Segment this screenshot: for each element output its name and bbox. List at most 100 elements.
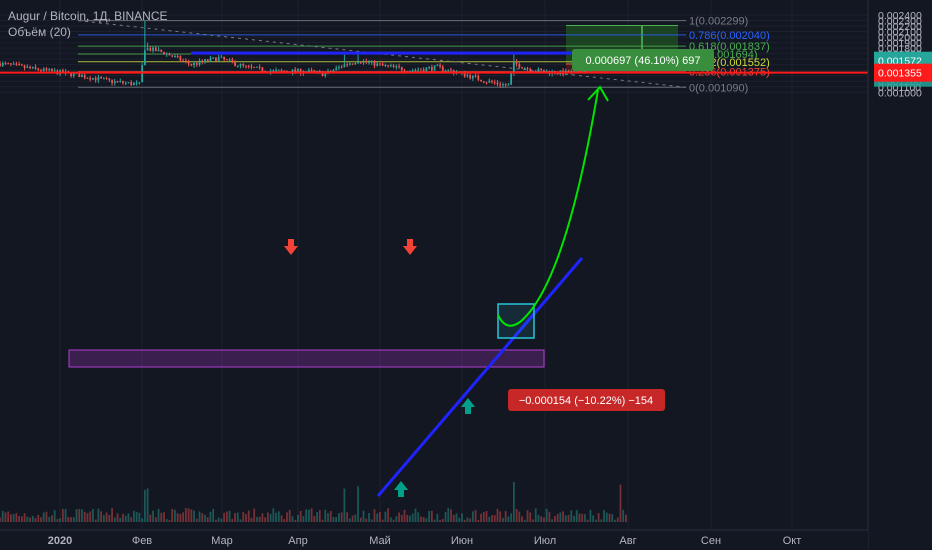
time-tick-label: Фев: [132, 535, 152, 547]
volume-bar: [253, 508, 256, 522]
candle-body: [204, 59, 206, 62]
volume-bar: [256, 516, 258, 522]
candle-body: [543, 70, 545, 72]
candle-body: [143, 50, 146, 66]
candle-body: [141, 65, 144, 83]
volume-bar: [403, 509, 406, 522]
candle-body: [436, 65, 439, 67]
volume-bar: [398, 512, 400, 522]
candle-body: [116, 81, 119, 83]
volume-bar: [310, 508, 313, 522]
volume-bar: [346, 512, 349, 522]
candle-body: [119, 81, 122, 83]
volume-bar: [176, 513, 179, 522]
volume-bar: [611, 513, 614, 522]
candle-body: [422, 69, 425, 72]
candle-body: [190, 63, 193, 66]
volume-bar: [515, 508, 518, 522]
candle-body: [584, 69, 586, 74]
volume-bar: [616, 517, 619, 522]
long-position-label-bg: [572, 49, 714, 71]
candle-body: [414, 69, 417, 71]
candle-body: [72, 73, 75, 77]
volume-bar: [34, 518, 37, 522]
volume-bar: [502, 517, 504, 522]
volume-bar: [354, 514, 357, 522]
volume-bar: [53, 510, 56, 522]
candle-body: [42, 68, 45, 72]
volume-bar: [504, 511, 507, 522]
candle-body: [179, 56, 182, 61]
volume-bar: [195, 518, 198, 522]
volume-bar: [258, 516, 261, 522]
volume-bar: [406, 514, 409, 522]
candle-body: [94, 77, 97, 81]
candle-body: [4, 62, 7, 64]
volume-bar: [146, 488, 149, 522]
candle-body: [480, 79, 482, 82]
volume-bar: [78, 509, 81, 522]
candle-body: [474, 75, 477, 77]
candle-body: [78, 72, 81, 78]
volume-indicator-label[interactable]: Объём (20): [8, 25, 71, 39]
candle-body: [217, 57, 220, 62]
price-axis-bg: [868, 0, 932, 550]
volume-bar: [45, 511, 48, 522]
volume-bar: [359, 517, 362, 522]
volume-bar: [133, 510, 135, 522]
candle-body: [45, 68, 48, 71]
candle-body: [198, 60, 201, 65]
volume-bar: [70, 517, 72, 522]
volume-bar: [10, 514, 12, 522]
volume-bar: [143, 489, 146, 522]
volume-bar: [138, 512, 141, 522]
volume-bar: [373, 509, 376, 522]
candle-body: [272, 70, 275, 72]
candle-body: [335, 67, 338, 70]
volume-bar: [89, 511, 92, 522]
volume-bar: [67, 517, 70, 522]
volume-bar: [551, 519, 554, 522]
volume-bar: [225, 511, 228, 522]
volume-bar: [187, 508, 190, 522]
volume-bar: [102, 515, 105, 522]
volume-bar: [589, 509, 592, 522]
volume-bar: [26, 516, 29, 522]
volume-bar: [15, 513, 18, 522]
volume-bar: [376, 513, 379, 522]
volume-bar: [357, 486, 359, 522]
volume-bar: [543, 517, 545, 522]
candle-body: [567, 70, 570, 73]
volume-bar: [245, 513, 247, 522]
time-tick-label: Июн: [451, 535, 473, 547]
candle-body: [146, 48, 149, 51]
volume-bar: [264, 517, 267, 522]
volume-bar: [335, 516, 338, 522]
volume-bar: [275, 512, 277, 522]
candle-body: [348, 63, 351, 65]
candle-body: [321, 71, 324, 76]
candle-body: [133, 83, 135, 86]
candle-body: [51, 69, 53, 72]
volume-bar: [608, 513, 611, 522]
candle-body: [154, 47, 157, 52]
time-tick-label: Авг: [619, 535, 636, 547]
candle-body: [425, 67, 428, 72]
volume-bar: [37, 514, 40, 522]
volume-bar: [458, 517, 461, 522]
candle-body: [368, 62, 370, 64]
short-position-label-bg: [508, 389, 665, 411]
volume-bar: [447, 508, 450, 522]
breakout-box: [497, 303, 535, 339]
candle-body: [92, 77, 94, 80]
price-tick-label: 0.002400: [878, 10, 922, 22]
candle-body: [48, 69, 51, 71]
candle-body: [130, 82, 133, 86]
volume-bar: [348, 518, 351, 522]
volume-bar: [294, 519, 297, 522]
candle-body: [392, 65, 395, 67]
candle-body: [165, 53, 168, 55]
candle-body: [83, 75, 86, 78]
